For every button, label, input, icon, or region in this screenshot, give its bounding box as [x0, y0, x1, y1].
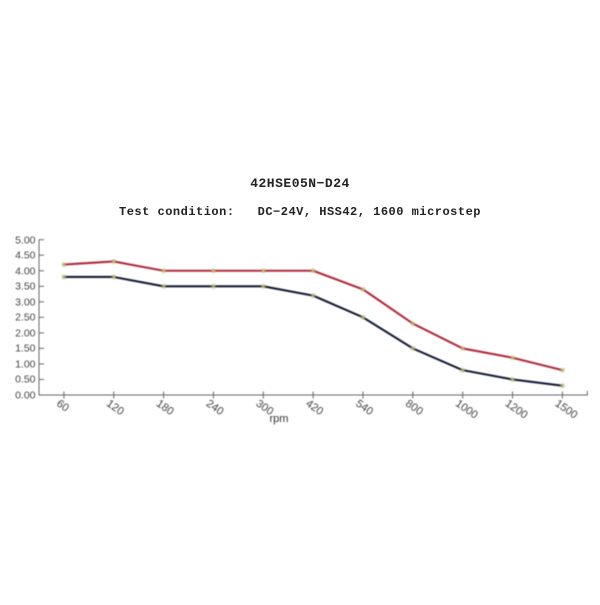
svg-text:rpm: rpm [270, 413, 289, 425]
svg-text:1.50: 1.50 [15, 343, 36, 355]
svg-text:4.50: 4.50 [15, 250, 36, 262]
svg-text:3.00: 3.00 [15, 297, 36, 309]
svg-text:3.50: 3.50 [15, 281, 36, 293]
svg-text:5.00: 5.00 [15, 235, 36, 247]
svg-text:4.00: 4.00 [15, 266, 36, 278]
svg-text:0.50: 0.50 [15, 374, 36, 386]
svg-text:1.00: 1.00 [15, 359, 36, 371]
svg-text:0.00: 0.00 [15, 390, 36, 402]
svg-text:2.50: 2.50 [15, 312, 36, 324]
svg-text:2.00: 2.00 [15, 328, 36, 340]
